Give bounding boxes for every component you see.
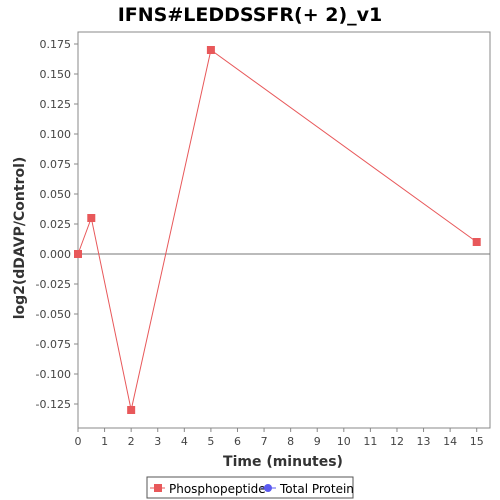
x-tick-label-4: 4 [181,435,188,448]
data-point-phosphopeptide-1[interactable] [87,214,96,222]
y-tick-label-10: -0.075 [36,338,71,351]
y-tick-label-6: 0.025 [40,218,72,231]
x-tick-label-11: 11 [363,435,377,448]
data-point-phosphopeptide-4[interactable] [472,238,481,246]
y-tick-label-4: 0.075 [40,158,72,171]
x-tick-label-6: 6 [234,435,241,448]
legend-label-total-protein: Total Protein [279,482,354,496]
x-tick-label-12: 12 [390,435,404,448]
x-tick-label-8: 8 [287,435,294,448]
x-axis-label: Time (minutes) [223,454,343,470]
x-tick-label-1: 1 [101,435,108,448]
series-layer [74,46,481,414]
plot-area [77,31,491,429]
x-tick-label-14: 14 [443,435,457,448]
y-tick-label-9: -0.050 [36,308,71,321]
x-tick-label-0: 0 [75,435,82,448]
legend-marker-phosphopeptide [154,484,162,492]
y-tick-label-2: 0.125 [40,98,72,111]
x-tick-label-2: 2 [128,435,135,448]
legend-item-phosphopeptide[interactable]: Phosphopeptide [150,482,266,496]
x-tick-label-10: 10 [337,435,351,448]
x-tick-label-7: 7 [261,435,268,448]
y-tick-label-0: 0.175 [40,38,72,51]
x-tick-label-3: 3 [154,435,161,448]
legend: Phosphopeptide Total Protein [146,476,354,499]
y-tick-label-3: 0.100 [40,128,72,141]
y-tick-label-5: 0.050 [40,188,72,201]
chart-title: IFNS#LEDDSSFR(+ 2)_v1 [118,4,383,26]
y-tick-label-7: 0.000 [40,248,72,261]
y-axis-label: log2(dDAVP/Control) [12,157,28,320]
x-tick-label-5: 5 [207,435,214,448]
y-tick-label-11: -0.100 [36,368,71,381]
data-point-phosphopeptide-2[interactable] [127,406,136,414]
x-tick-label-13: 13 [417,435,431,448]
legend-label-phosphopeptide: Phosphopeptide [169,482,266,496]
legend-box [146,476,354,499]
x-tick-label-9: 9 [314,435,321,448]
x-tick-label-15: 15 [470,435,484,448]
x-axis: 0 1 2 3 4 5 6 7 8 9 10 11 12 13 14 15 [75,428,484,448]
data-point-phosphopeptide-0[interactable] [74,250,82,258]
y-tick-label-1: 0.150 [40,68,72,81]
y-tick-label-8: -0.025 [36,278,71,291]
legend-marker-total-protein [264,484,272,492]
y-axis: 0.175 0.150 0.125 0.100 0.075 0.050 0.025 0.000… [36,38,78,411]
legend-item-total-protein[interactable]: Total Protein [261,482,354,496]
data-point-phosphopeptide-3[interactable] [206,46,215,54]
y-tick-label-12: -0.125 [36,398,71,411]
